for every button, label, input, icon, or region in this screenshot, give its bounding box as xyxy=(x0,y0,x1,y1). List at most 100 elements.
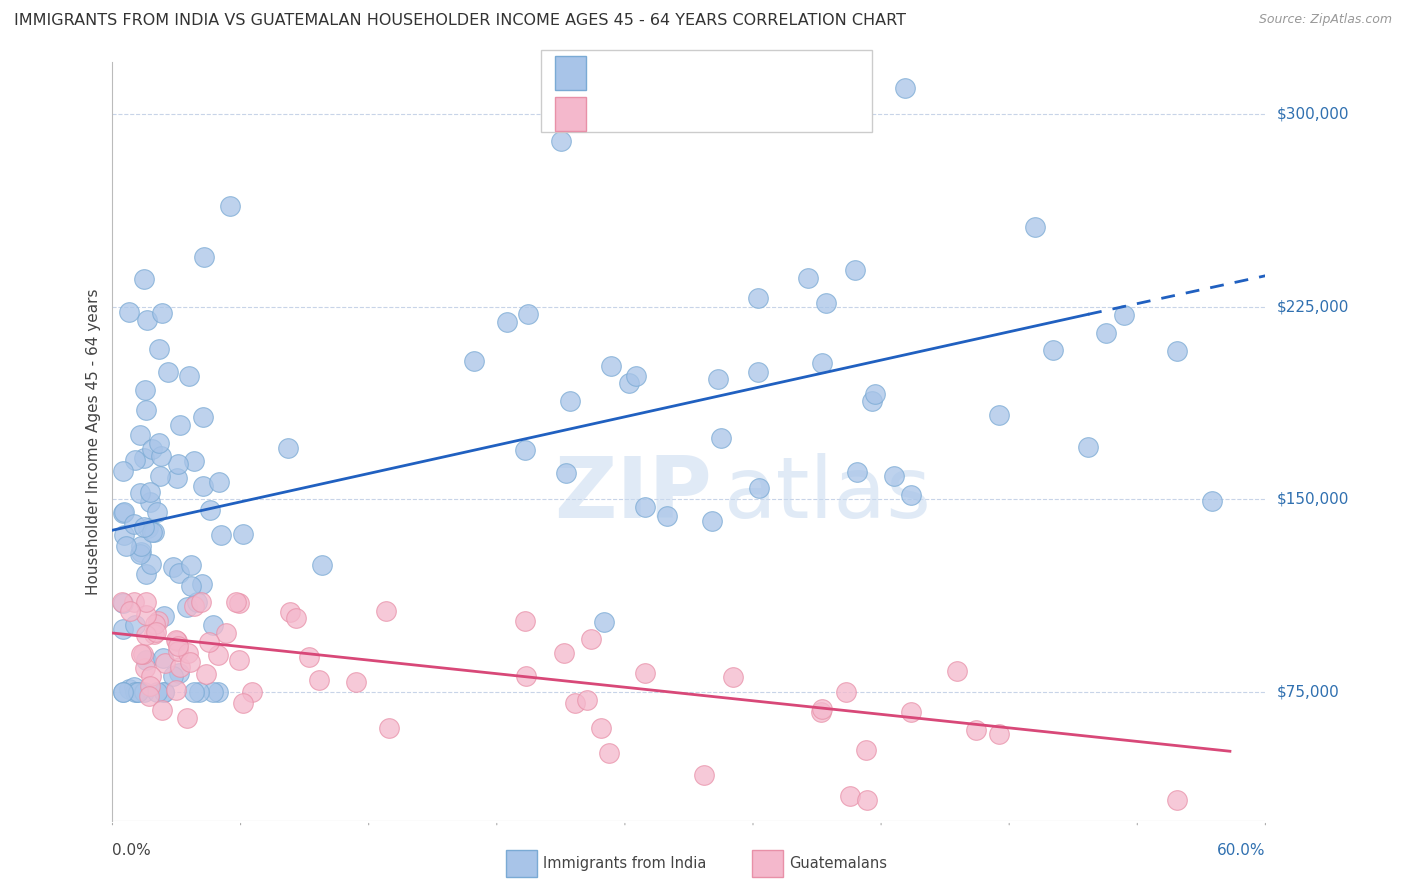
Point xyxy=(860,394,883,409)
Point xyxy=(298,650,321,665)
Point xyxy=(215,626,238,640)
Point xyxy=(162,669,184,683)
Point xyxy=(946,665,969,679)
Point xyxy=(125,685,148,699)
Text: $150,000: $150,000 xyxy=(1277,491,1348,507)
Point xyxy=(202,685,225,699)
Text: $300,000: $300,000 xyxy=(1277,106,1348,121)
Text: IMMIGRANTS FROM INDIA VS GUATEMALAN HOUSEHOLDER INCOME AGES 45 - 64 YEARS CORREL: IMMIGRANTS FROM INDIA VS GUATEMALAN HOUS… xyxy=(14,13,905,29)
Point xyxy=(856,793,879,807)
Point xyxy=(839,789,862,803)
Point xyxy=(124,685,146,699)
Text: Source: ZipAtlas.com: Source: ZipAtlas.com xyxy=(1258,13,1392,27)
Point xyxy=(129,539,152,553)
Point xyxy=(122,516,145,531)
Point xyxy=(143,525,166,540)
Text: ZIP: ZIP xyxy=(554,453,711,536)
Point xyxy=(1166,343,1188,358)
Point xyxy=(344,674,367,689)
Point xyxy=(564,697,586,711)
Point xyxy=(1077,440,1099,454)
Point xyxy=(136,520,159,534)
Point xyxy=(515,669,537,683)
Point xyxy=(129,547,152,561)
Point xyxy=(148,342,170,356)
Point xyxy=(166,471,188,485)
Point xyxy=(153,608,176,623)
Point xyxy=(183,599,205,614)
Point xyxy=(846,466,869,480)
Point xyxy=(141,524,163,539)
Point xyxy=(115,539,138,553)
Point xyxy=(183,454,205,468)
Point xyxy=(179,655,201,669)
Point xyxy=(180,558,202,572)
Point xyxy=(165,632,187,647)
Point xyxy=(138,484,160,499)
Point xyxy=(145,685,167,699)
Point xyxy=(135,607,157,622)
Point xyxy=(626,368,648,383)
Point xyxy=(988,727,1011,741)
Text: R =: R = xyxy=(598,65,631,80)
Point xyxy=(863,387,886,401)
Point xyxy=(132,520,155,534)
Point xyxy=(129,647,152,661)
Point xyxy=(112,685,135,699)
Point xyxy=(117,682,139,697)
Point xyxy=(149,449,172,463)
Point xyxy=(198,635,221,649)
Point xyxy=(111,464,134,478)
Point xyxy=(167,644,190,658)
Point xyxy=(124,453,146,467)
Point xyxy=(186,595,208,609)
Point xyxy=(169,417,191,432)
Point xyxy=(134,451,156,466)
Point xyxy=(145,624,167,639)
Point xyxy=(706,372,728,386)
Point xyxy=(131,647,153,661)
Point xyxy=(176,600,198,615)
Point xyxy=(138,689,160,703)
Point xyxy=(311,558,333,572)
Point xyxy=(988,408,1011,422)
Point xyxy=(135,653,157,667)
Point xyxy=(143,627,166,641)
Point xyxy=(513,443,536,458)
Text: atlas: atlas xyxy=(724,453,932,536)
Point xyxy=(710,432,733,446)
Point xyxy=(143,617,166,632)
Text: 117: 117 xyxy=(756,65,787,80)
Point xyxy=(169,660,191,674)
Point xyxy=(748,481,770,495)
Point xyxy=(111,596,134,610)
Point xyxy=(114,527,136,541)
Point xyxy=(554,466,576,480)
Text: 0.0%: 0.0% xyxy=(112,844,152,858)
Point xyxy=(187,685,209,699)
Point xyxy=(134,383,156,397)
Point xyxy=(814,295,837,310)
Point xyxy=(894,81,917,95)
Point xyxy=(965,723,987,737)
Text: 67: 67 xyxy=(756,106,778,121)
Point xyxy=(747,364,769,378)
Point xyxy=(111,622,134,636)
Point xyxy=(855,743,877,757)
Point xyxy=(1042,343,1064,357)
Point xyxy=(575,693,598,707)
Point xyxy=(132,685,155,699)
Point xyxy=(581,632,603,647)
Point xyxy=(496,315,519,329)
Point xyxy=(112,505,135,519)
Text: $225,000: $225,000 xyxy=(1277,299,1348,314)
Point xyxy=(201,618,224,632)
Point xyxy=(148,469,170,483)
Point xyxy=(167,639,190,653)
Point xyxy=(166,682,188,697)
Point xyxy=(124,618,146,632)
Point xyxy=(207,648,229,663)
Point xyxy=(152,685,174,699)
Point xyxy=(277,441,299,455)
Point xyxy=(655,509,678,524)
